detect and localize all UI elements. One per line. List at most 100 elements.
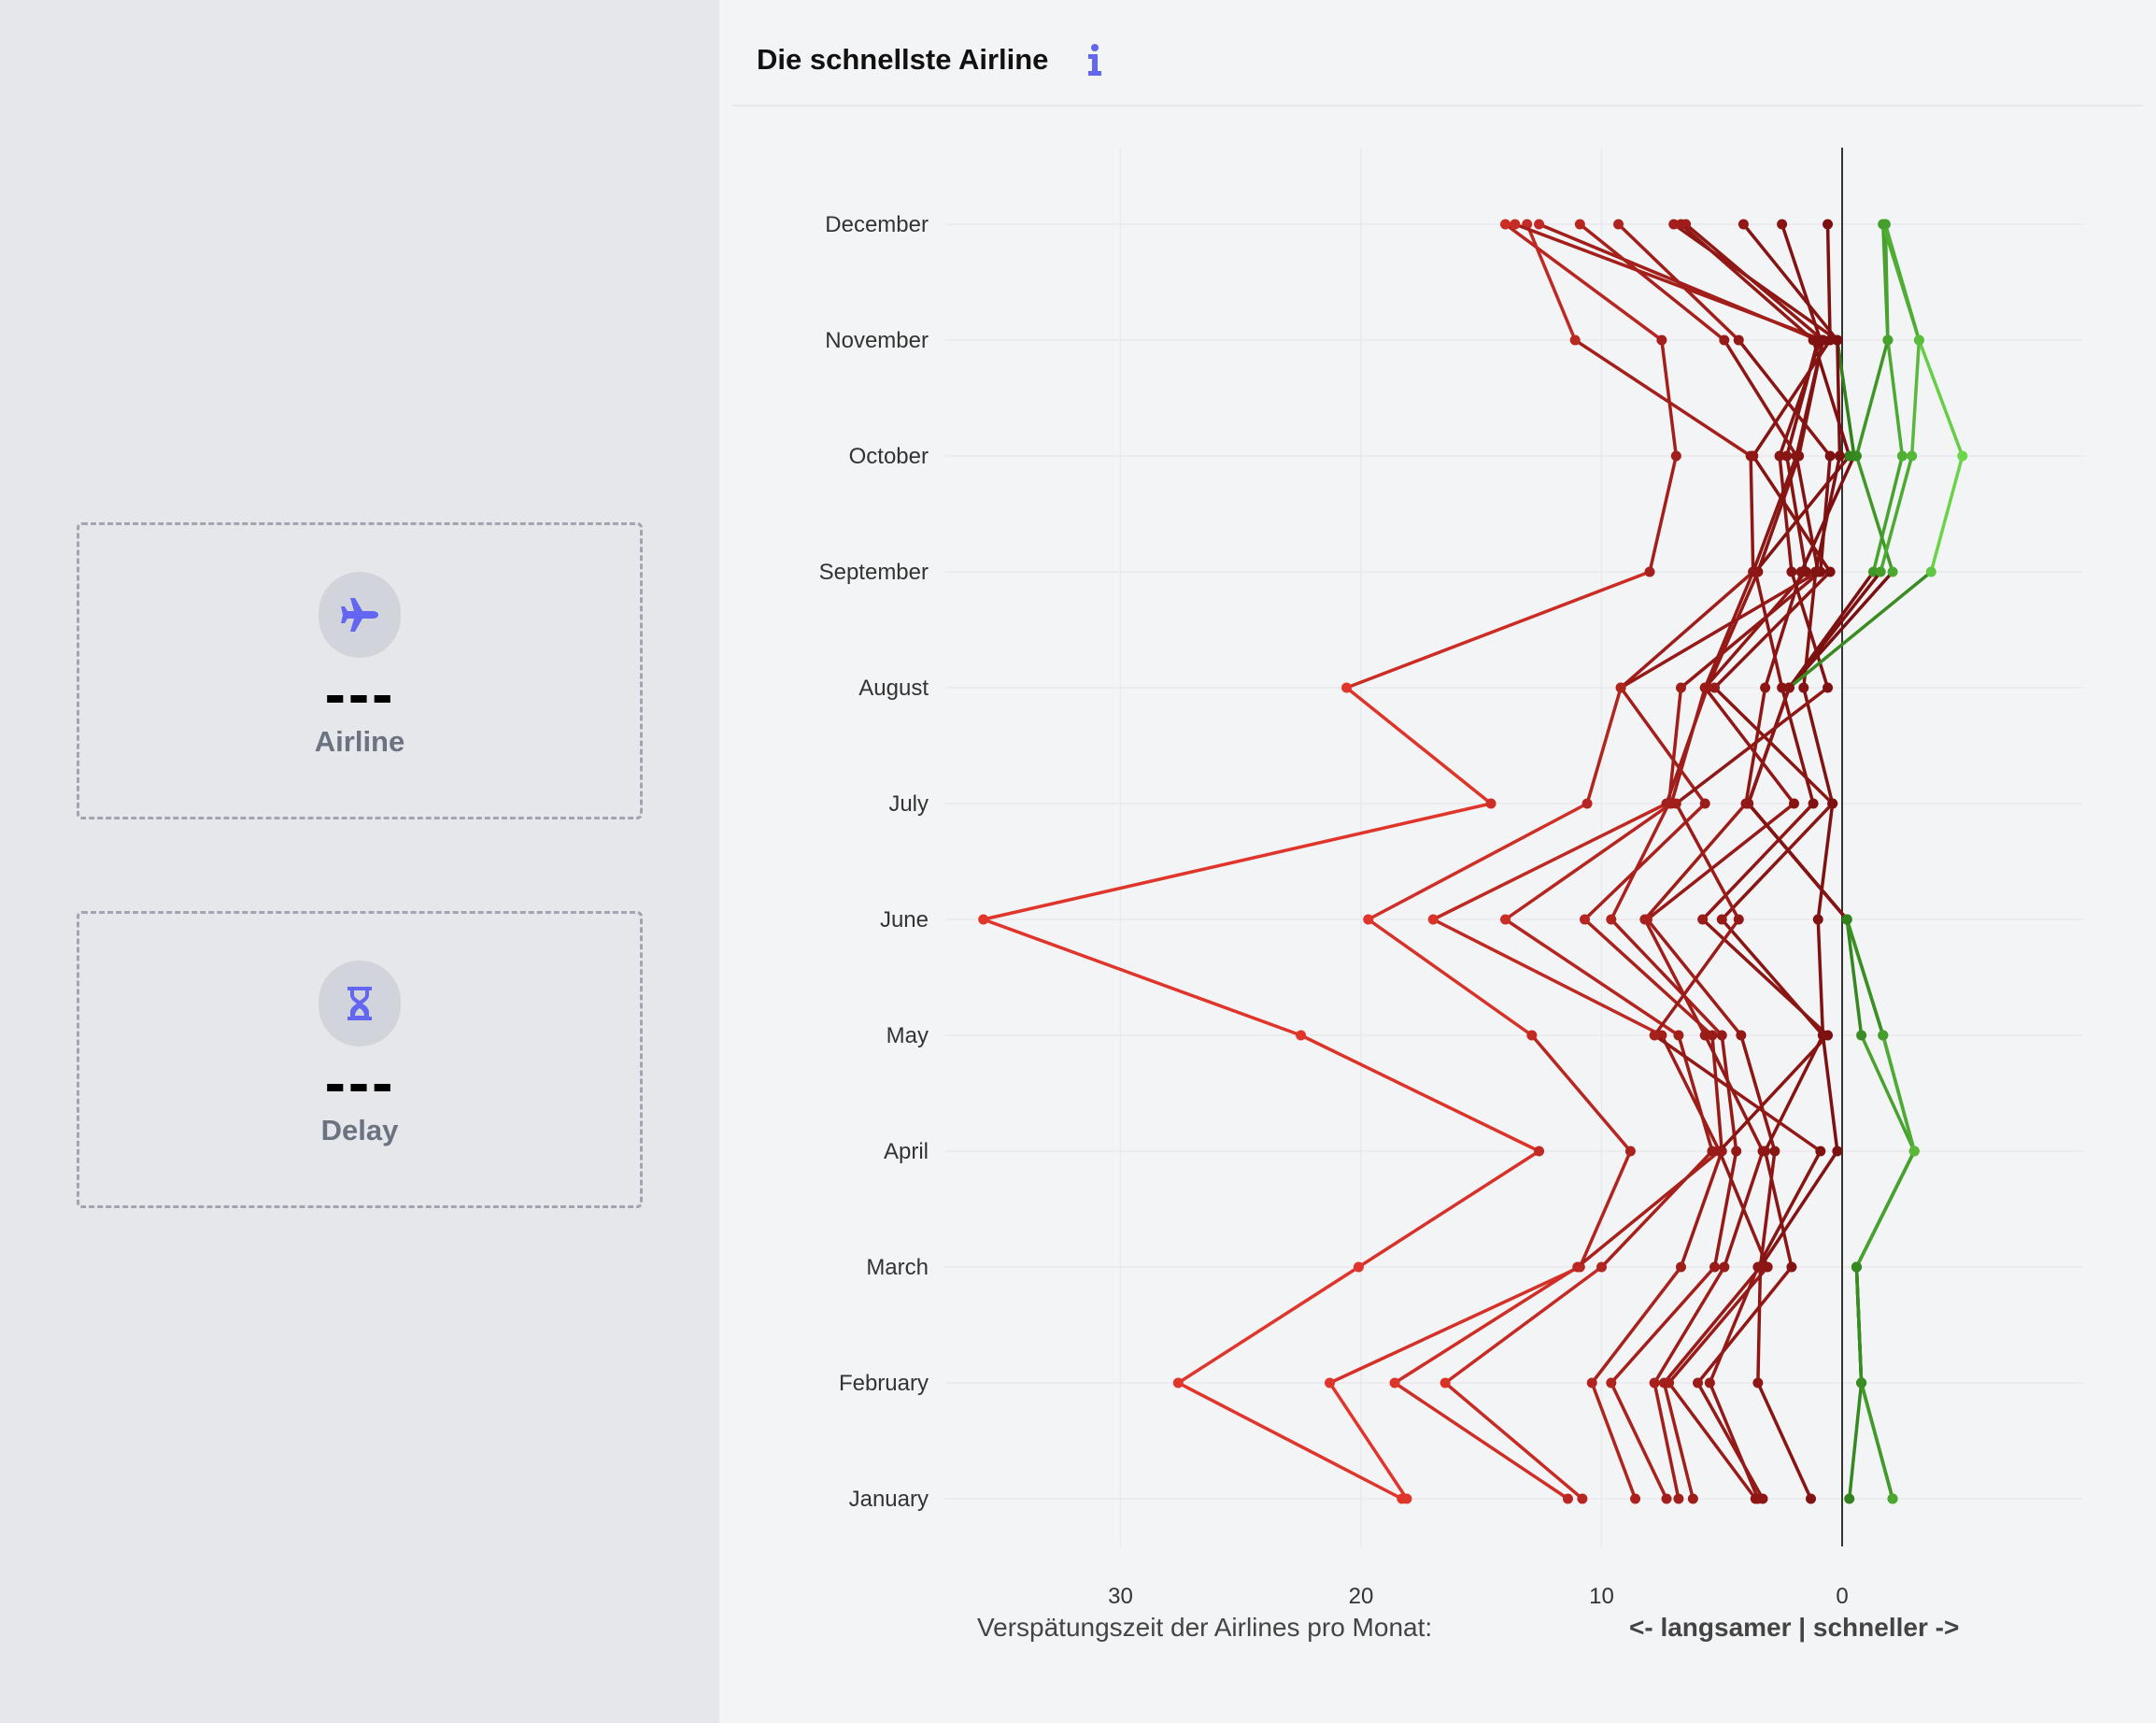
data-point	[1613, 219, 1624, 230]
series-segment	[1619, 570, 1820, 690]
series-segment	[1393, 1265, 1580, 1385]
series-segment	[1652, 1381, 1681, 1501]
hourglass-icon	[348, 987, 372, 1020]
data-point	[1582, 798, 1593, 809]
data-point	[1719, 335, 1730, 346]
data-point	[1777, 682, 1788, 693]
series-segment	[1871, 454, 1905, 574]
series-segment	[1643, 918, 1707, 1037]
series-segment	[1720, 1033, 1738, 1153]
data-point	[1925, 566, 1936, 577]
data-point	[1789, 798, 1799, 809]
data-point	[1707, 1146, 1718, 1157]
data-point	[1577, 1493, 1588, 1504]
data-point	[1827, 798, 1838, 809]
info-icon[interactable]	[1085, 43, 1104, 77]
series-segment	[1813, 454, 1842, 574]
data-point	[1752, 1377, 1764, 1388]
data-point	[1670, 450, 1681, 462]
data-point	[1851, 1261, 1862, 1273]
series-segment	[1176, 1381, 1404, 1501]
data-point	[1714, 1146, 1725, 1157]
y-tick-label: July	[888, 791, 929, 817]
data-point	[1769, 1146, 1780, 1157]
data-point	[1750, 566, 1761, 577]
data-point	[1851, 450, 1862, 462]
y-tick-label: November	[825, 328, 929, 353]
data-point	[1806, 1493, 1817, 1504]
series-segment	[1794, 454, 1820, 574]
series-segment	[1802, 686, 1835, 805]
data-point	[1699, 682, 1710, 693]
data-point	[1878, 1030, 1889, 1041]
series-segment	[1886, 338, 1905, 458]
data-point	[1644, 566, 1655, 577]
series-segment	[1667, 686, 1683, 805]
series-segment	[1751, 454, 1798, 574]
y-tick-label: January	[849, 1487, 929, 1512]
series-segment	[1643, 802, 1748, 921]
data-point	[1832, 1146, 1843, 1157]
data-point	[1733, 335, 1744, 346]
series-segment	[1737, 338, 1832, 458]
series-segment	[1573, 338, 1752, 458]
data-point	[1572, 1261, 1583, 1273]
data-point	[1856, 1377, 1867, 1388]
data-point	[1606, 1377, 1617, 1388]
data-point	[1736, 1030, 1747, 1041]
series-segment	[1763, 570, 1803, 690]
data-point	[1579, 914, 1590, 925]
series-segment	[1599, 1149, 1714, 1269]
series-segment	[1327, 1381, 1409, 1501]
x-axis-direction-label: <- langsamer | schneller ->	[1629, 1613, 1959, 1642]
data-point	[1762, 1261, 1773, 1273]
data-point	[1867, 566, 1879, 577]
series-segment	[1756, 1265, 1763, 1385]
series-segment	[1787, 570, 1934, 690]
data-point	[1363, 914, 1374, 925]
y-tick-label: February	[839, 1371, 929, 1396]
data-point	[1760, 1146, 1771, 1157]
series-segment	[1578, 222, 1726, 342]
series-segment	[1879, 454, 1914, 574]
series-line	[978, 219, 1681, 1504]
series-segment	[1883, 222, 1890, 342]
series-segment	[1590, 1265, 1683, 1385]
series-segment	[1819, 454, 1832, 574]
data-point	[1668, 219, 1680, 230]
series-segment	[1751, 454, 1832, 574]
series-segment	[1751, 338, 1832, 458]
series-segment	[1703, 570, 1808, 690]
data-point	[1738, 219, 1749, 230]
y-tick-label: June	[880, 907, 929, 933]
series-segment	[1717, 1149, 1769, 1269]
series-segment	[1610, 802, 1671, 921]
sidebar: --- Airline --- Delay	[0, 0, 719, 1723]
data-point	[1389, 1377, 1400, 1388]
x-tick-label: 30	[1108, 1584, 1133, 1609]
series-segment	[1677, 1033, 1714, 1153]
data-point	[1781, 450, 1793, 462]
series-segment	[981, 802, 1493, 921]
series-segment	[1431, 802, 1668, 921]
data-point	[1808, 335, 1819, 346]
series-line	[1325, 219, 1759, 1504]
data-point	[1526, 1030, 1538, 1041]
data-point	[1172, 1377, 1184, 1388]
series-segment	[1854, 338, 1890, 458]
data-point	[1844, 1493, 1855, 1504]
series-segment	[1679, 222, 1815, 342]
series-segment	[1503, 802, 1673, 921]
data-point	[1812, 914, 1823, 925]
series-segment	[1741, 222, 1839, 342]
y-tick-label: August	[858, 676, 929, 701]
series-segment	[1845, 918, 1864, 1037]
series-segment	[1717, 1033, 1830, 1153]
data-point	[1913, 335, 1924, 346]
delay-icon-badge	[319, 961, 401, 1047]
series-segment	[1780, 222, 1823, 342]
series-segment	[1929, 454, 1965, 574]
series-segment	[1756, 454, 1801, 574]
series-segment	[1578, 1149, 1633, 1269]
series-segment	[1660, 338, 1679, 458]
